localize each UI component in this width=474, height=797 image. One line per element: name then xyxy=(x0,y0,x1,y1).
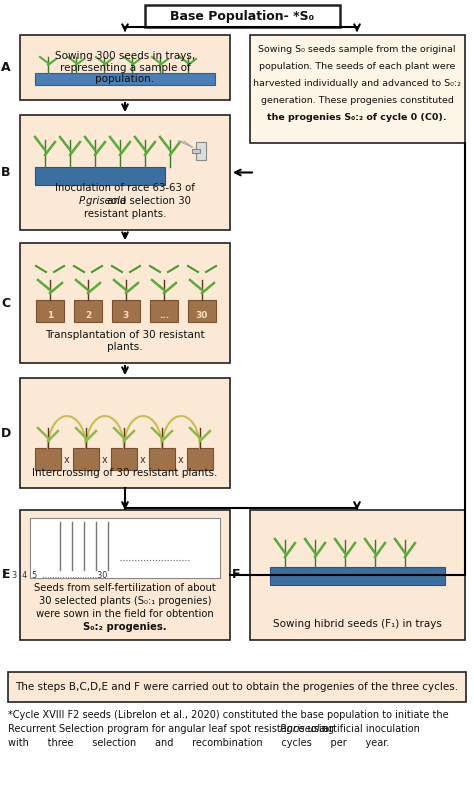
Bar xyxy=(35,73,215,85)
Text: 30: 30 xyxy=(196,311,208,320)
Text: artificial inoculation: artificial inoculation xyxy=(320,724,419,734)
Bar xyxy=(145,5,340,27)
Text: 1  2  3  4  5  ......................30: 1 2 3 4 5 ......................30 xyxy=(0,571,108,579)
Bar xyxy=(73,448,99,470)
Text: with      three      selection      and      recombination      cycles      per : with three selection and recombination c… xyxy=(8,738,389,748)
Text: 2: 2 xyxy=(85,311,91,320)
Text: generation. These progenies constituted: generation. These progenies constituted xyxy=(261,96,454,104)
Bar xyxy=(20,35,230,100)
Text: B: B xyxy=(1,166,11,179)
Text: P.griseola: P.griseola xyxy=(279,724,326,734)
Bar xyxy=(35,167,165,185)
Text: ...: ... xyxy=(159,311,169,320)
Bar xyxy=(192,149,200,153)
Text: x: x xyxy=(140,455,146,465)
Text: Intercrossing of 30 resistant plants.: Intercrossing of 30 resistant plants. xyxy=(32,468,218,478)
Text: 30 selected plants (S₀:₁ progenies): 30 selected plants (S₀:₁ progenies) xyxy=(39,596,211,606)
Bar xyxy=(149,448,175,470)
Text: Transplantation of 30 resistant
plants.: Transplantation of 30 resistant plants. xyxy=(45,330,205,351)
Bar xyxy=(35,448,61,470)
Bar xyxy=(196,142,206,160)
Text: and selection 30: and selection 30 xyxy=(104,196,191,206)
Text: Recurrent Selection program for angular leaf spot resistance using: Recurrent Selection program for angular … xyxy=(8,724,337,734)
Text: harvested individually and advanced to S₀:₂: harvested individually and advanced to S… xyxy=(253,78,461,88)
Bar xyxy=(188,300,216,322)
Text: Sowing S₀ seeds sample from the original: Sowing S₀ seeds sample from the original xyxy=(258,45,456,53)
Text: Sowing hibrid seeds (F₁) in trays: Sowing hibrid seeds (F₁) in trays xyxy=(273,619,441,629)
Bar xyxy=(112,300,140,322)
Text: were sown in the field for obtention: were sown in the field for obtention xyxy=(36,609,214,619)
Text: C: C xyxy=(1,296,10,309)
Bar xyxy=(150,300,178,322)
Text: population. The seeds of each plant were: population. The seeds of each plant were xyxy=(259,61,455,70)
Bar xyxy=(36,300,64,322)
Text: F: F xyxy=(232,568,240,582)
Bar xyxy=(250,35,465,143)
Text: D: D xyxy=(1,426,11,439)
Text: S₀:₂ progenies.: S₀:₂ progenies. xyxy=(83,622,167,632)
Bar xyxy=(111,448,137,470)
Text: x: x xyxy=(178,455,184,465)
Bar xyxy=(187,448,213,470)
Text: E: E xyxy=(2,568,10,582)
Text: *Cycle XVIII F2 seeds (Librelon et al., 2020) constituted the base population to: *Cycle XVIII F2 seeds (Librelon et al., … xyxy=(8,710,448,720)
Bar xyxy=(74,300,102,322)
Bar xyxy=(20,510,230,640)
Text: P.griseola: P.griseola xyxy=(79,196,127,206)
Bar xyxy=(20,243,230,363)
Text: resistant plants.: resistant plants. xyxy=(84,209,166,219)
Bar xyxy=(30,518,220,578)
Text: the progenies S₀:₂ of cycle 0 (C0).: the progenies S₀:₂ of cycle 0 (C0). xyxy=(267,112,447,121)
Bar xyxy=(270,567,445,585)
Text: Seeds from self-fertilization of about: Seeds from self-fertilization of about xyxy=(34,583,216,593)
Text: Base Population- *S₀: Base Population- *S₀ xyxy=(171,10,315,22)
Bar xyxy=(20,378,230,488)
Bar xyxy=(250,510,465,640)
Text: x: x xyxy=(64,455,70,465)
Text: x: x xyxy=(102,455,108,465)
Bar xyxy=(20,115,230,230)
Text: Sowing 300 seeds in trays,
representing a sample of
population.: Sowing 300 seeds in trays, representing … xyxy=(55,51,195,84)
Text: Inoculation of race 63-63 of: Inoculation of race 63-63 of xyxy=(55,183,195,193)
Text: A: A xyxy=(1,61,11,74)
Text: 1: 1 xyxy=(47,311,53,320)
Bar xyxy=(8,672,466,702)
Text: 3: 3 xyxy=(123,311,129,320)
Text: The steps B,C,D,E and F were carried out to obtain the progenies of the three cy: The steps B,C,D,E and F were carried out… xyxy=(16,682,458,692)
